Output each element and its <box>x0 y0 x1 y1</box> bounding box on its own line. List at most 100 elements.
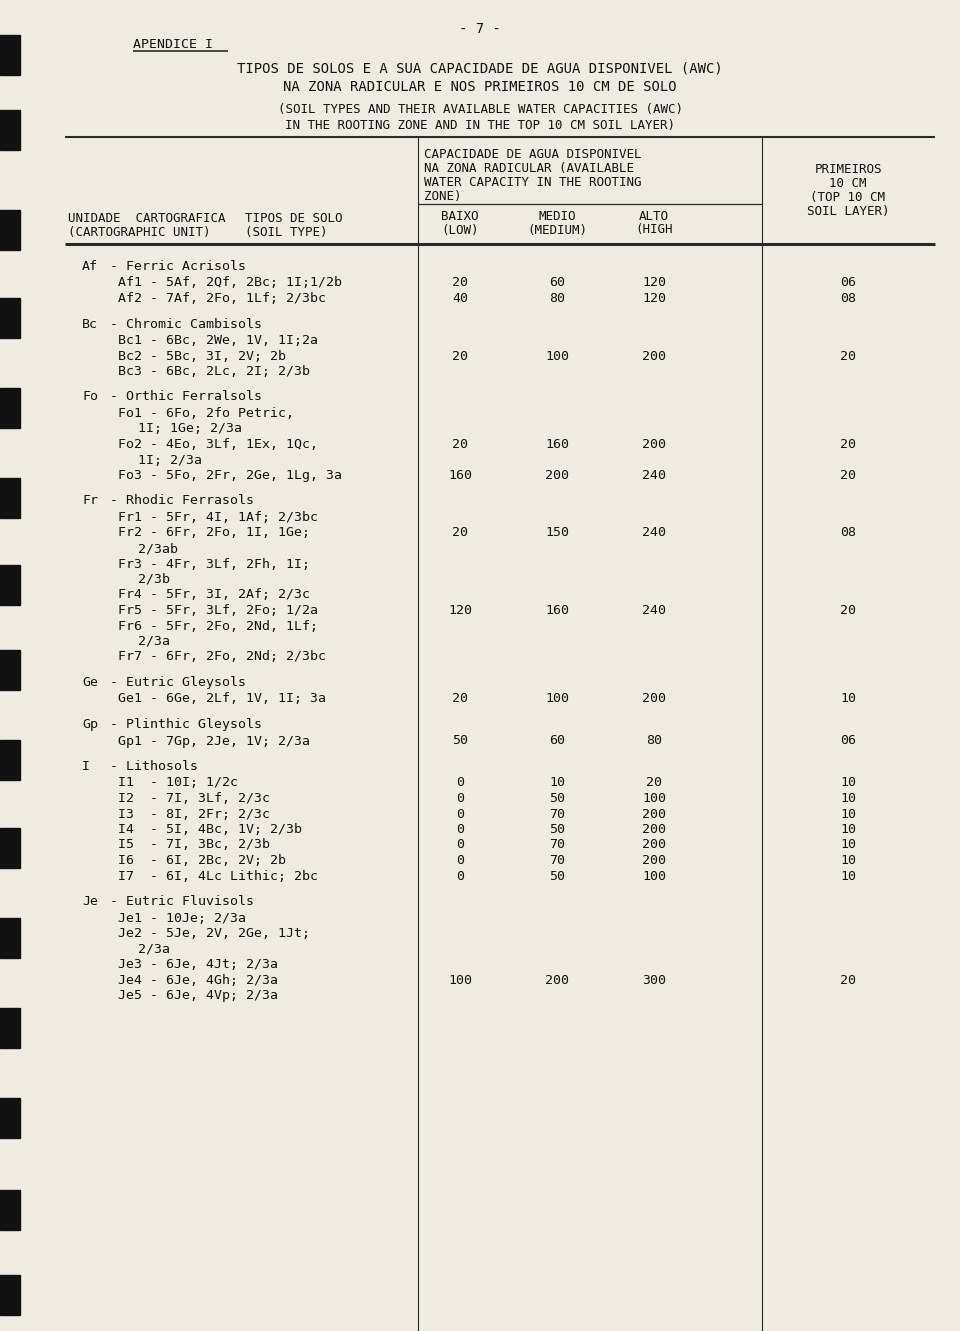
Text: Fo: Fo <box>82 390 98 403</box>
Bar <box>0 478 20 518</box>
Text: Af2 - 7Af, 2Fo, 1Lf; 2/3bc: Af2 - 7Af, 2Fo, 1Lf; 2/3bc <box>118 291 326 305</box>
Text: 60: 60 <box>549 277 565 290</box>
Text: 08: 08 <box>840 527 856 539</box>
Text: SOIL LAYER): SOIL LAYER) <box>806 205 889 218</box>
Text: 10: 10 <box>840 869 856 882</box>
Text: APENDICE I: APENDICE I <box>133 39 213 51</box>
Text: - Plinthic Gleysols: - Plinthic Gleysols <box>110 717 262 731</box>
Text: 1I; 1Ge; 2/3a: 1I; 1Ge; 2/3a <box>138 422 242 435</box>
Text: 160: 160 <box>545 438 569 451</box>
Text: Ge1 - 6Ge, 2Lf, 1V, 1I; 3a: Ge1 - 6Ge, 2Lf, 1V, 1I; 3a <box>118 692 326 705</box>
Text: I4  - 5I, 4Bc, 1V; 2/3b: I4 - 5I, 4Bc, 1V; 2/3b <box>118 823 302 836</box>
Text: Fo1 - 6Fo, 2fo Petric,: Fo1 - 6Fo, 2fo Petric, <box>118 407 294 421</box>
Text: 70: 70 <box>549 855 565 866</box>
Text: 300: 300 <box>642 973 666 986</box>
Text: TIPOS DE SOLOS E A SUA CAPACIDADE DE AGUA DISPONIVEL (AWC): TIPOS DE SOLOS E A SUA CAPACIDADE DE AGU… <box>237 63 723 76</box>
Text: (MEDIUM): (MEDIUM) <box>527 224 587 237</box>
Text: 10: 10 <box>840 808 856 820</box>
Text: 240: 240 <box>642 469 666 482</box>
Text: (SOIL TYPES AND THEIR AVAILABLE WATER CAPACITIES (AWC): (SOIL TYPES AND THEIR AVAILABLE WATER CA… <box>277 102 683 116</box>
Text: 200: 200 <box>642 839 666 852</box>
Text: Je2 - 5Je, 2V, 2Ge, 1Jt;: Je2 - 5Je, 2V, 2Ge, 1Jt; <box>118 926 310 940</box>
Text: 10: 10 <box>549 776 565 789</box>
Text: 200: 200 <box>642 350 666 362</box>
Text: Fr2 - 6Fr, 2Fo, 1I, 1Ge;: Fr2 - 6Fr, 2Fo, 1I, 1Ge; <box>118 527 310 539</box>
Text: MEDIO: MEDIO <box>539 210 576 224</box>
Text: 200: 200 <box>642 823 666 836</box>
Text: 2/3ab: 2/3ab <box>138 542 178 555</box>
Text: 10: 10 <box>840 855 856 866</box>
Text: 2/3a: 2/3a <box>138 942 170 956</box>
Text: 200: 200 <box>545 973 569 986</box>
Text: Je: Je <box>82 894 98 908</box>
Text: 160: 160 <box>448 469 472 482</box>
Text: 20: 20 <box>452 527 468 539</box>
Bar <box>0 740 20 780</box>
Bar <box>0 918 20 958</box>
Text: I2  - 7I, 3Lf, 2/3c: I2 - 7I, 3Lf, 2/3c <box>118 792 270 805</box>
Text: Fr5 - 5Fr, 3Lf, 2Fo; 1/2a: Fr5 - 5Fr, 3Lf, 2Fo; 1/2a <box>118 604 318 618</box>
Text: 08: 08 <box>840 291 856 305</box>
Text: Fo3 - 5Fo, 2Fr, 2Ge, 1Lg, 3a: Fo3 - 5Fo, 2Fr, 2Ge, 1Lg, 3a <box>118 469 342 482</box>
Text: 200: 200 <box>545 469 569 482</box>
Text: - Ferric Acrisols: - Ferric Acrisols <box>110 260 246 273</box>
Text: 70: 70 <box>549 808 565 820</box>
Text: 20: 20 <box>840 469 856 482</box>
Text: ZONE): ZONE) <box>424 190 462 204</box>
Text: I: I <box>82 760 90 773</box>
Text: 20: 20 <box>840 438 856 451</box>
Text: 120: 120 <box>448 604 472 618</box>
Text: - Rhodic Ferrasols: - Rhodic Ferrasols <box>110 495 254 507</box>
Bar <box>0 210 20 250</box>
Text: (CARTOGRAPHIC UNIT): (CARTOGRAPHIC UNIT) <box>68 226 210 240</box>
Text: Fo2 - 4Eo, 3Lf, 1Ex, 1Qc,: Fo2 - 4Eo, 3Lf, 1Ex, 1Qc, <box>118 438 318 451</box>
Text: 10: 10 <box>840 839 856 852</box>
Text: I3  - 8I, 2Fr; 2/3c: I3 - 8I, 2Fr; 2/3c <box>118 808 270 820</box>
Text: Bc1 - 6Bc, 2We, 1V, 1I;2a: Bc1 - 6Bc, 2We, 1V, 1I;2a <box>118 334 318 347</box>
Text: 10: 10 <box>840 823 856 836</box>
Text: - Lithosols: - Lithosols <box>110 760 198 773</box>
Text: (TOP 10 CM: (TOP 10 CM <box>810 192 885 204</box>
Text: Fr7 - 6Fr, 2Fo, 2Nd; 2/3bc: Fr7 - 6Fr, 2Fo, 2Nd; 2/3bc <box>118 651 326 663</box>
Text: I6  - 6I, 2Bc, 2V; 2b: I6 - 6I, 2Bc, 2V; 2b <box>118 855 286 866</box>
Text: 0: 0 <box>456 823 464 836</box>
Text: 0: 0 <box>456 869 464 882</box>
Text: 120: 120 <box>642 291 666 305</box>
Text: 240: 240 <box>642 527 666 539</box>
Bar <box>0 389 20 429</box>
Text: - Orthic Ferralsols: - Orthic Ferralsols <box>110 390 262 403</box>
Text: 2/3a: 2/3a <box>138 635 170 648</box>
Text: 20: 20 <box>452 438 468 451</box>
Text: Fr: Fr <box>82 495 98 507</box>
Text: NA ZONA RADICULAR E NOS PRIMEIROS 10 CM DE SOLO: NA ZONA RADICULAR E NOS PRIMEIROS 10 CM … <box>283 80 677 95</box>
Text: 80: 80 <box>549 291 565 305</box>
Text: 06: 06 <box>840 735 856 748</box>
Text: IN THE ROOTING ZONE AND IN THE TOP 10 CM SOIL LAYER): IN THE ROOTING ZONE AND IN THE TOP 10 CM… <box>285 118 675 132</box>
Text: Fr4 - 5Fr, 3I, 2Af; 2/3c: Fr4 - 5Fr, 3I, 2Af; 2/3c <box>118 588 310 602</box>
Text: 200: 200 <box>642 692 666 705</box>
Bar <box>0 1098 20 1138</box>
Text: 20: 20 <box>452 692 468 705</box>
Text: 0: 0 <box>456 839 464 852</box>
Text: 20: 20 <box>452 350 468 362</box>
Bar <box>0 1275 20 1315</box>
Text: 10 CM: 10 CM <box>829 177 867 190</box>
Text: 0: 0 <box>456 792 464 805</box>
Text: 2/3b: 2/3b <box>138 574 170 586</box>
Text: Fr1 - 5Fr, 4I, 1Af; 2/3bc: Fr1 - 5Fr, 4I, 1Af; 2/3bc <box>118 511 318 524</box>
Text: Je4 - 6Je, 4Gh; 2/3a: Je4 - 6Je, 4Gh; 2/3a <box>118 973 278 986</box>
Text: Bc3 - 6Bc, 2Lc, 2I; 2/3b: Bc3 - 6Bc, 2Lc, 2I; 2/3b <box>118 365 310 378</box>
Text: 60: 60 <box>549 735 565 748</box>
Text: 0: 0 <box>456 808 464 820</box>
Text: Af: Af <box>82 260 98 273</box>
Bar <box>0 1190 20 1230</box>
Text: WATER CAPACITY IN THE ROOTING: WATER CAPACITY IN THE ROOTING <box>424 176 641 189</box>
Text: 10: 10 <box>840 692 856 705</box>
Text: 06: 06 <box>840 277 856 290</box>
Bar <box>0 564 20 606</box>
Text: 20: 20 <box>452 277 468 290</box>
Text: CAPACIDADE DE AGUA DISPONIVEL: CAPACIDADE DE AGUA DISPONIVEL <box>424 148 641 161</box>
Bar <box>0 828 20 868</box>
Text: 50: 50 <box>452 735 468 748</box>
Text: 200: 200 <box>642 855 666 866</box>
